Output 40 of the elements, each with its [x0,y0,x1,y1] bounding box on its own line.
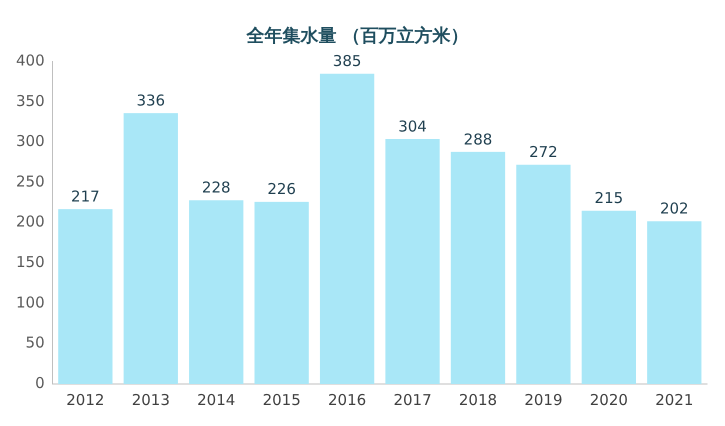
y-tick-label: 0 [35,374,45,392]
bar [58,209,113,384]
data-label: 202 [660,200,689,218]
x-tick-label: 2019 [524,390,562,409]
y-tick-label: 300 [16,132,45,150]
y-tick-label: 200 [16,212,45,231]
bar [124,113,178,384]
y-tick-label: 350 [16,92,45,110]
bar [450,152,506,384]
bar [385,138,440,384]
bar [254,202,309,384]
data-label: 215 [594,189,624,208]
x-tick-label: 2016 [328,390,366,409]
y-tick-label: 150 [16,252,45,271]
data-label: 304 [398,117,427,136]
x-tick-label: 2013 [132,390,170,409]
data-label: 272 [529,143,558,162]
x-tick-label: 2017 [393,390,432,409]
x-tick-label: 2021 [655,390,694,409]
data-label: 288 [464,130,492,148]
y-tick-label: 50 [26,334,45,352]
x-tick-label: 2012 [66,390,104,409]
data-label: 336 [136,92,166,110]
x-tick-label: 2015 [262,390,301,409]
bar [582,210,636,384]
data-label: 226 [267,180,296,198]
y-tick-label: 100 [16,293,45,312]
bar [320,74,374,384]
bar [647,221,702,384]
bar [189,200,244,384]
chart-title: 全年集水量 （百万立方米） [245,25,469,46]
bar [516,164,571,384]
data-label: 228 [202,178,231,197]
x-tick-label: 2018 [458,390,498,409]
data-label: 385 [332,52,362,70]
data-label: 217 [71,187,100,206]
y-tick-label: 400 [16,51,45,70]
x-tick-label: 2014 [197,390,236,409]
y-tick-label: 250 [16,172,45,190]
x-tick-label: 2020 [590,390,628,409]
